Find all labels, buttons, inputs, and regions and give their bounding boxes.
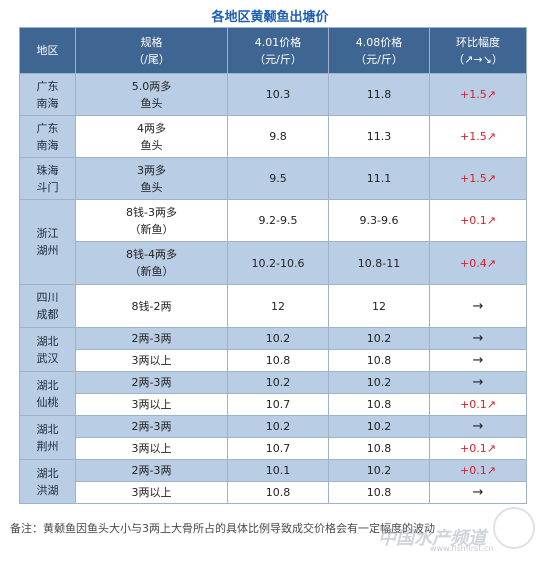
price-0401-cell: 9.5 [227,157,329,200]
price-0401-cell: 9.2-9.5 [227,199,329,242]
change-cell: +0.4↗ [429,241,527,285]
table-row: 浙江 湖州 8钱-3两多 （新鱼） 9.2-9.5 9.3-9.6 +0.1↗ [19,199,527,285]
spec-cell: 2两-3两 [75,371,228,394]
price-0408-cell: 11.1 [328,157,430,200]
price-0408-cell: 10.8 [328,437,430,460]
price-0401-cell: 10.2 [227,327,329,350]
price-0408-cell: 11.3 [328,115,430,158]
footnote: 备注：黄颡鱼因鱼头大小与3两上大骨所占的具体比例导致成交价格会有一定幅度的波动 [10,522,435,535]
header-region: 地区 [19,27,76,74]
region-cell: 浙江 湖州 [19,199,76,285]
header-change: 环比幅度 （↗→↘） [429,27,527,74]
region-cell: 湖北 洪湖 [19,459,76,504]
spec-cell: 3两以上 [75,481,228,504]
spec-cell: 8钱-3两多 （新鱼） [75,199,228,242]
spec-cell: 2两-3两 [75,459,228,482]
price-0401-cell: 12 [227,284,329,328]
change-cell: +0.1↗ [429,199,527,242]
region-cell: 湖北 仙桃 [19,371,76,416]
change-cell: → [429,284,527,328]
change-cell: → [429,349,527,372]
spec-cell: 8钱-2两 [75,284,228,328]
change-cell: → [429,415,527,438]
price-table: 地区 规格 （/尾） 4.01价格 （元/斤） 4.08价格 （元/斤） 环比幅度 （↗… [19,27,527,504]
table-body: 广东 南海 5.0两多 鱼头 10.3 11.8 +1.5↗ 广东 南海 4两多 鱼头 9.8 11.3… [19,73,527,504]
price-0401-cell: 10.7 [227,437,329,460]
table-row: 3两以上 10.7 10.8 +0.1↗ [20,437,527,460]
watermark-url: www.fishfirst.cn [430,544,494,553]
change-cell: +0.1↗ [429,393,527,416]
price-0401-cell: 10.1 [227,459,329,482]
table-title: 各地区黄颡鱼出塘价 [211,10,329,25]
change-cell: +1.5↗ [429,115,527,158]
table-row: 湖北 洪湖 2两-3两 10.1 10.2 +0.1↗ [19,459,527,504]
header-spec: 规格 （/尾） [75,27,228,74]
price-0408-cell: 10.2 [328,371,430,394]
price-0401-cell: 10.2 [227,415,329,438]
spec-cell: 3两以上 [75,393,228,416]
table-row: 3两以上 10.8 10.8 → [20,481,527,504]
price-0408-cell: 9.3-9.6 [328,199,430,242]
spec-cell: 2两-3两 [75,415,228,438]
table-row: 珠海 斗门 3两多 鱼头 9.5 11.1 +1.5↗ [19,157,527,200]
table-row: 湖北 武汉 2两-3两 10.2 10.2 → [19,327,527,372]
change-cell: → [429,371,527,394]
price-0408-cell: 10.8 [328,393,430,416]
price-0408-cell: 10.2 [328,459,430,482]
price-0401-cell: 10.3 [227,73,329,116]
table-row: 3两以上 10.8 10.8 → [20,349,527,372]
price-0401-cell: 10.2-10.6 [227,241,329,285]
region-cell: 珠海 斗门 [19,157,76,200]
change-cell: +1.5↗ [429,73,527,116]
watermark: 中国水产频道 [378,528,486,549]
watermark-logo-icon [493,507,535,549]
change-cell: +0.1↗ [429,459,527,482]
region-cell: 四川 成都 [19,284,76,328]
price-0401-cell: 10.2 [227,371,329,394]
spec-cell: 5.0两多 鱼头 [75,73,228,116]
table-row: 四川 成都 8钱-2两 12 12 → [19,284,527,328]
table-row: 广东 南海 4两多 鱼头 9.8 11.3 +1.5↗ [19,115,527,158]
spec-cell: 8钱-4两多 （新鱼） [75,241,228,285]
region-cell: 广东 南海 [19,73,76,116]
change-cell: +0.1↗ [429,437,527,460]
spec-cell: 3两以上 [75,349,228,372]
region-cell: 广东 南海 [19,115,76,158]
table-header-row: 地区 规格 （/尾） 4.01价格 （元/斤） 4.08价格 （元/斤） 环比幅度 （↗… [19,27,527,74]
change-cell: → [429,481,527,504]
spec-cell: 3两以上 [75,437,228,460]
change-cell: → [429,327,527,350]
table-row: 湖北 荆州 2两-3两 10.2 10.2 → [19,415,527,460]
region-cell: 湖北 荆州 [19,415,76,460]
price-0401-cell: 10.7 [227,393,329,416]
spec-cell: 4两多 鱼头 [75,115,228,158]
price-0401-cell: 10.8 [227,481,329,504]
price-0408-cell: 10.8-11 [328,241,430,285]
region-cell: 湖北 武汉 [19,327,76,372]
header-price-0401: 4.01价格 （元/斤） [227,27,329,74]
price-0408-cell: 10.8 [328,481,430,504]
price-0408-cell: 11.8 [328,73,430,116]
price-0408-cell: 12 [328,284,430,328]
price-0401-cell: 9.8 [227,115,329,158]
table-row: 湖北 仙桃 2两-3两 10.2 10.2 → [19,371,527,416]
table-row: 广东 南海 5.0两多 鱼头 10.3 11.8 +1.5↗ [19,73,527,116]
price-0408-cell: 10.2 [328,415,430,438]
change-cell: +1.5↗ [429,157,527,200]
spec-cell: 2两-3两 [75,327,228,350]
table-row: 8钱-4两多 （新鱼） 10.2-10.6 10.8-11 +0.4↗ [20,241,527,285]
spec-cell: 3两多 鱼头 [75,157,228,200]
header-price-0408: 4.08价格 （元/斤） [328,27,430,74]
price-0408-cell: 10.8 [328,349,430,372]
table-row: 3两以上 10.7 10.8 +0.1↗ [20,393,527,416]
price-0401-cell: 10.8 [227,349,329,372]
price-0408-cell: 10.2 [328,327,430,350]
